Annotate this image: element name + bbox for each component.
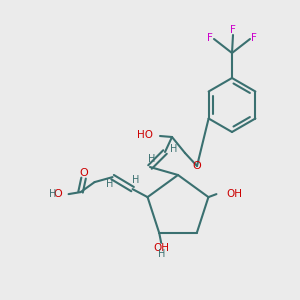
Text: H: H <box>106 179 113 189</box>
Text: H: H <box>49 189 57 199</box>
Text: O: O <box>193 161 201 171</box>
Text: F: F <box>230 25 236 35</box>
Text: O: O <box>54 189 63 199</box>
Text: H: H <box>132 175 139 185</box>
Text: OH: OH <box>226 189 242 199</box>
Text: F: F <box>207 33 213 43</box>
Text: H: H <box>170 144 178 154</box>
Text: HO: HO <box>137 130 153 140</box>
Text: F: F <box>251 33 257 43</box>
Text: H: H <box>148 154 156 164</box>
Text: H: H <box>158 249 165 259</box>
Text: OH: OH <box>153 243 169 253</box>
Text: O: O <box>79 168 88 178</box>
